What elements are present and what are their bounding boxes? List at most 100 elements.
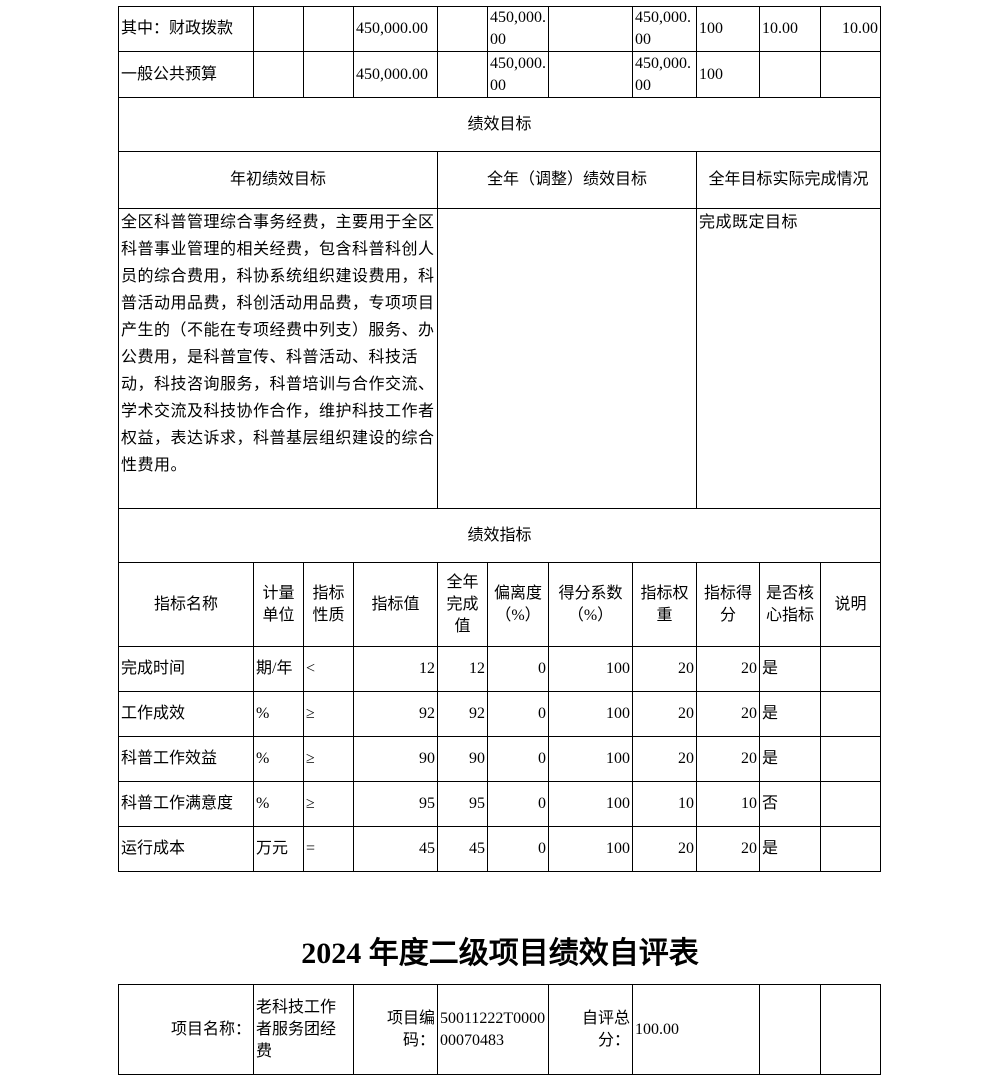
indicator-row: 工作成效% ≥92 92 0 100 20 20 是: [118, 691, 881, 737]
cell: [820, 646, 881, 692]
indicators-section-title: 绩效指标: [118, 508, 881, 563]
actual-goal-header: 全年目标实际完成情况: [696, 151, 881, 209]
cell: 10.00: [820, 6, 881, 52]
cell: 10: [696, 781, 760, 827]
indicator-row: 科普工作效益% ≥90 90 0 100 20 20 是: [118, 736, 881, 782]
cell: 92: [437, 691, 488, 737]
cell: 运行成本: [118, 826, 254, 872]
cell: [548, 51, 633, 98]
initial-goal-header: 年初绩效目标: [118, 151, 438, 209]
cell: 100: [696, 51, 760, 98]
cell: 0: [487, 691, 549, 737]
cell: 是: [759, 691, 821, 737]
cell: 100: [548, 826, 633, 872]
cell: 450,000.00: [632, 6, 697, 52]
cell: [820, 781, 881, 827]
cell: 0: [487, 781, 549, 827]
cell: 90: [437, 736, 488, 782]
cell: [303, 6, 354, 52]
cell: [820, 691, 881, 737]
cell: 100: [548, 781, 633, 827]
actual-goal-text: 完成既定目标: [696, 208, 881, 509]
indicator-row: 完成时间 期/年 <12 12 0 100 20 20 是: [118, 646, 881, 692]
cell: 是: [759, 646, 821, 692]
cell: [303, 51, 354, 98]
score-label: 自评总分：: [548, 984, 633, 1075]
column-header: 指标得分: [696, 562, 760, 647]
indicator-row: 运行成本 万元 = 45 45 0 100 20 20 是: [118, 826, 881, 872]
cell: 450,000.00: [353, 51, 438, 98]
cell: 0: [487, 736, 549, 782]
score-value: 100.00: [632, 984, 760, 1075]
cell: =: [303, 826, 354, 872]
cell: 20: [696, 826, 760, 872]
cell: 科普工作满意度: [118, 781, 254, 827]
cell: 100: [696, 6, 760, 52]
cell: 450,000.00: [632, 51, 697, 98]
cell: 100: [548, 691, 633, 737]
project-code: 50011222T000000070483: [437, 984, 549, 1075]
column-header: 指标性质: [303, 562, 354, 647]
cell: [759, 51, 821, 98]
column-header: 指标名称: [118, 562, 254, 647]
initial-goal-text: 全区科普管理综合事务经费，主要用于全区科普事业管理的相关经费，包含科普科创人员的…: [118, 208, 438, 509]
cell: 100: [548, 736, 633, 782]
cell: [820, 51, 881, 98]
cell: 20: [696, 691, 760, 737]
goals-section-title: 绩效目标: [118, 97, 881, 152]
cell: 12: [353, 646, 438, 692]
cell: 92: [353, 691, 438, 737]
cell: 0: [487, 826, 549, 872]
cell: 20: [632, 736, 697, 782]
cell: 一般公共预算: [118, 51, 254, 98]
cell: %: [253, 736, 304, 782]
performance-table: 其中：财政拨款 450,000.00 450,000.00 450,000.00…: [118, 6, 881, 872]
cell: [820, 826, 881, 872]
cell: 95: [437, 781, 488, 827]
project-code-label: 项目编码：: [353, 984, 438, 1075]
cell: 450,000.00: [353, 6, 438, 52]
cell: 45: [437, 826, 488, 872]
cell: 工作成效: [118, 691, 254, 737]
cell: 是: [759, 826, 821, 872]
cell: 期/年: [253, 646, 304, 692]
cell: 450,000.00: [487, 51, 549, 98]
cell: 45: [353, 826, 438, 872]
cell: <: [303, 646, 354, 692]
cell: [437, 6, 488, 52]
project-info-table: 项目名称： 老科技工作者服务团经费 项目编码： 50011222T0000000…: [118, 984, 881, 1075]
cell: 90: [353, 736, 438, 782]
cell: 万元: [253, 826, 304, 872]
cell: 20: [632, 691, 697, 737]
column-header: 指标权重: [632, 562, 697, 647]
cell: 0: [487, 646, 549, 692]
adjusted-goal-text: [437, 208, 697, 509]
cell: [820, 984, 881, 1075]
column-header: 说明: [820, 562, 881, 647]
project-name: 老科技工作者服务团经费: [253, 984, 354, 1075]
cell: 科普工作效益: [118, 736, 254, 782]
cell: 完成时间: [118, 646, 254, 692]
cell: [759, 984, 821, 1075]
indicator-row: 科普工作满意度% ≥95 95 0 100 10 10 否: [118, 781, 881, 827]
cell: %: [253, 781, 304, 827]
funds-row: 一般公共预算 450,000.00 450,000.00 450,000.00 …: [118, 51, 881, 98]
indicator-header-row: 指标名称 计量单位 指标性质 指标值 全年完成值 偏离度（%） 得分系数（%） …: [118, 562, 881, 647]
cell: 100: [548, 646, 633, 692]
cell: 20: [696, 646, 760, 692]
column-header: 是否核心指标: [759, 562, 821, 647]
cell: ≥: [303, 691, 354, 737]
cell: 450,000.00: [487, 6, 549, 52]
cell: 10.00: [759, 6, 821, 52]
cell: ≥: [303, 781, 354, 827]
cell: 20: [632, 646, 697, 692]
cell: 20: [632, 826, 697, 872]
cell: ≥: [303, 736, 354, 782]
column-header: 得分系数（%）: [548, 562, 633, 647]
adjusted-goal-header: 全年（调整）绩效目标: [437, 151, 697, 209]
cell: [253, 51, 304, 98]
project-name-label: 项目名称：: [118, 984, 254, 1075]
column-header: 全年完成值: [437, 562, 488, 647]
cell: [437, 51, 488, 98]
cell: [253, 6, 304, 52]
